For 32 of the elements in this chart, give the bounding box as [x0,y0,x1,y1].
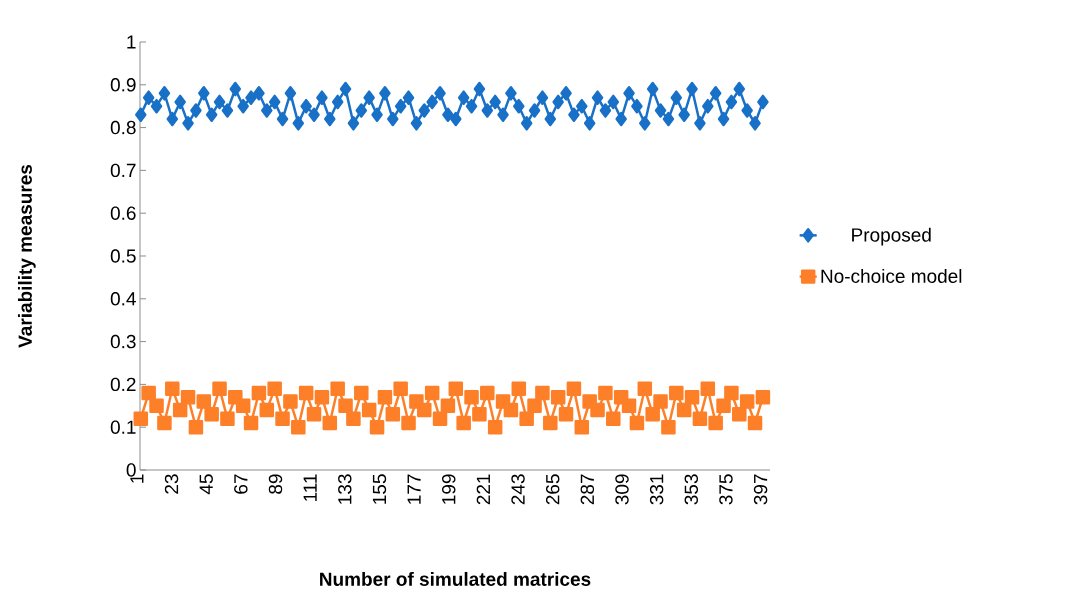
x-tick-label: 45 [199,474,213,495]
x-tick-label: 23 [164,474,179,494]
x-tick-label: 331 [649,474,664,505]
legend-label: No-choice model [821,268,962,283]
x-tick-label: 89 [268,474,283,494]
y-tick-label: 0.3 [110,334,136,349]
x-tick-label: 287 [580,474,595,505]
x-axis-title: Number of simulated matrices [320,571,591,586]
y-axis-title: Variability measures [17,164,36,348]
y-tick-label: 0.4 [110,292,136,306]
x-tick-label: 199 [442,474,456,504]
x-tick-label: 67 [234,474,248,494]
x-tick-label: 265 [545,474,560,505]
y-tick-label: 0.7 [110,163,136,178]
x-tick-label: 309 [615,474,629,505]
x-tick-label: 353 [684,474,699,505]
y-tick-label: 0.8 [110,120,136,135]
x-tick-label: 375 [719,474,733,505]
x-tick-label: 221 [476,474,490,505]
y-tick-label: 0.2 [110,377,136,392]
x-tick-label: 177 [407,474,421,504]
y-tick-label: 0.9 [110,78,136,92]
y-tick-label: 0.6 [110,206,136,220]
x-tick-label: 243 [511,474,525,505]
x-tick-label: 155 [372,474,387,504]
x-tick-label: 133 [338,474,352,504]
legend-label: Proposed [852,227,931,246]
y-tick-label: 0.1 [110,420,136,434]
y-tick-label: 1 [127,35,136,49]
x-tick-label: 111 [303,474,317,501]
y-tick-label: 0.5 [110,249,136,263]
x-tick-label: 397 [753,474,768,505]
